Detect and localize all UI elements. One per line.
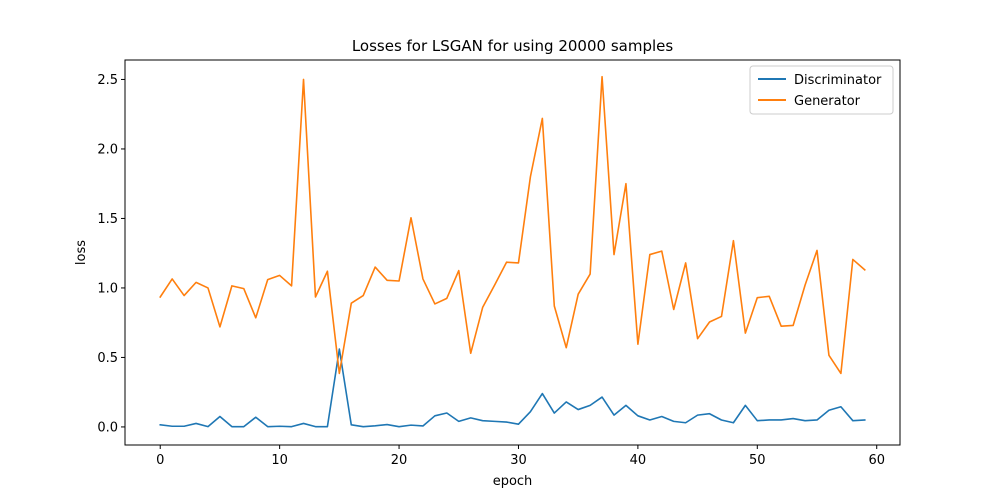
y-tick-label: 0.0 (97, 420, 118, 435)
x-tick-label: 30 (510, 453, 527, 468)
series-line-generator (159, 75, 866, 375)
y-tick-label: 0.5 (97, 351, 118, 366)
x-tick-label: 0 (156, 453, 164, 468)
x-tick-label: 10 (271, 453, 288, 468)
x-axis-label: epoch (493, 474, 533, 489)
plot-area (159, 75, 866, 428)
x-tick-label: 40 (630, 453, 647, 468)
plot-frame (124, 59, 901, 446)
x-tick-label: 60 (868, 453, 885, 468)
y-axis-label: loss (74, 240, 89, 265)
series-line-discriminator (159, 348, 866, 428)
y-tick-label: 1.0 (97, 281, 118, 296)
y-tick-label: 2.0 (97, 142, 118, 157)
legend-label-discriminator: Discriminator (794, 73, 882, 88)
legend: Discriminator Generator (749, 65, 894, 115)
y-tick-label: 2.5 (97, 73, 118, 88)
y-tick-label: 1.5 (97, 212, 118, 227)
x-tick-label: 50 (749, 453, 766, 468)
x-tick-label: 20 (391, 453, 408, 468)
y-axis: 0.0 0.5 1.0 1.5 2.0 2.5 (97, 73, 125, 435)
legend-label-generator: Generator (794, 94, 861, 109)
chart-title: Losses for LSGAN for using 20000 samples (352, 37, 674, 55)
x-axis: 0 10 20 30 40 50 60 (156, 445, 885, 468)
